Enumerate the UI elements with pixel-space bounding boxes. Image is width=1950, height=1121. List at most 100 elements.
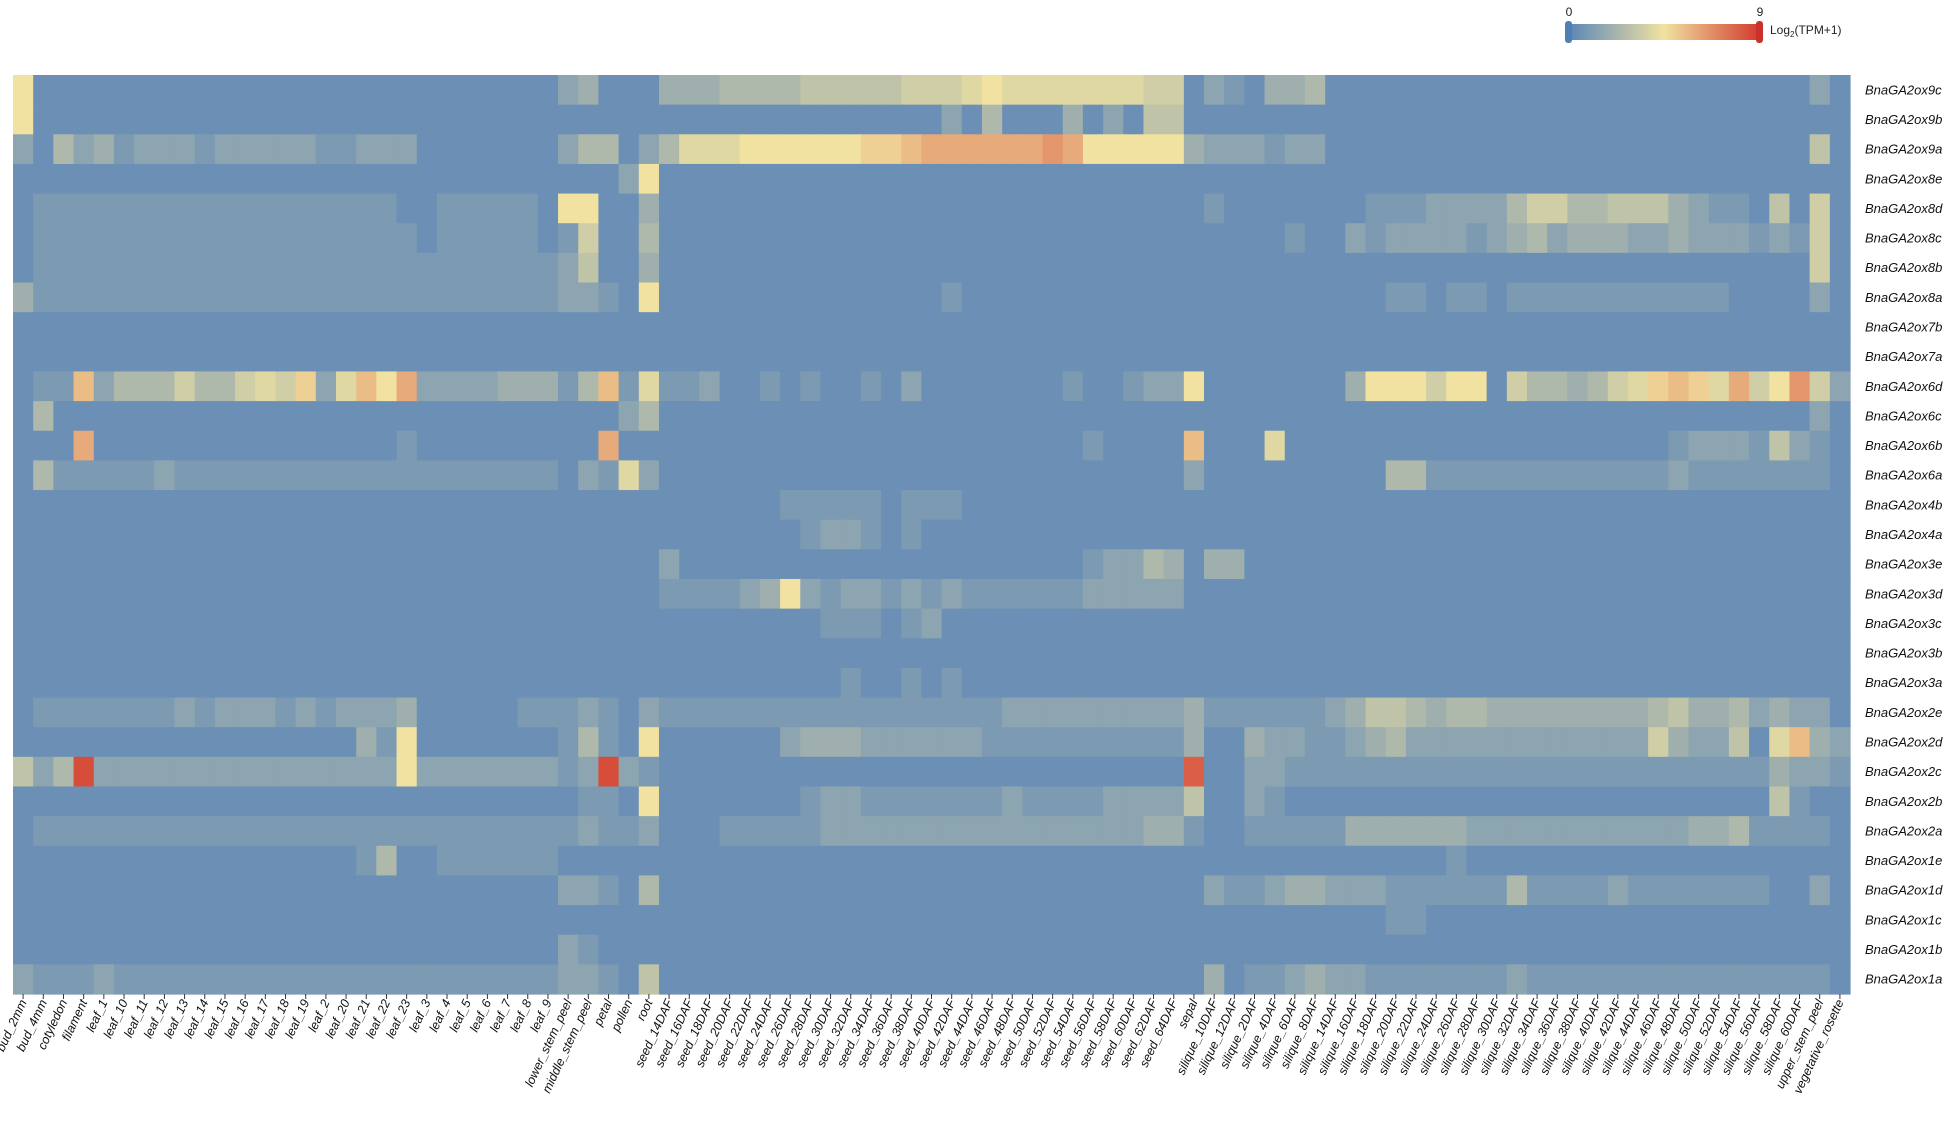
heatmap-cell	[1749, 341, 1770, 373]
heatmap-cell	[1405, 756, 1427, 788]
heatmap-cell	[840, 134, 862, 165]
heatmap-cell	[1042, 549, 1064, 580]
heatmap-cell	[1284, 845, 1306, 877]
heatmap-cell	[1183, 786, 1205, 817]
heatmap-cell	[961, 104, 983, 135]
heatmap-cell	[1567, 163, 1589, 195]
heatmap-cell	[1547, 223, 1568, 254]
heatmap-cell	[1809, 727, 1831, 758]
heatmap-cell	[1405, 905, 1427, 936]
heatmap-cell	[1022, 964, 1044, 995]
heatmap-cell	[214, 578, 236, 610]
heatmap-cell	[235, 341, 256, 373]
heatmap-cell	[1304, 104, 1326, 135]
heatmap-cell	[517, 816, 539, 847]
heatmap-cell	[1789, 252, 1811, 284]
heatmap-cell	[1325, 104, 1346, 135]
heatmap-cell	[315, 816, 337, 847]
heatmap-cell	[1668, 312, 1690, 343]
heatmap-cell	[658, 549, 680, 580]
heatmap-cell	[881, 282, 902, 313]
heatmap-cell	[1567, 727, 1589, 758]
heatmap-cell	[1123, 312, 1145, 343]
heatmap-cell	[901, 460, 923, 491]
heatmap-cell	[679, 578, 700, 610]
heatmap-cell	[1244, 697, 1266, 728]
heatmap-cell	[315, 727, 337, 758]
heatmap-cell	[1123, 371, 1145, 402]
heatmap-cell	[93, 401, 115, 432]
heatmap-cell	[1062, 252, 1084, 284]
heatmap-cell	[1224, 608, 1245, 639]
heatmap-cell	[1204, 519, 1225, 550]
heatmap-cell	[356, 638, 377, 669]
heatmap-cell	[1082, 371, 1104, 402]
heatmap-cell	[537, 371, 559, 402]
heatmap-cell	[901, 430, 923, 461]
heatmap-cell	[860, 223, 882, 254]
heatmap-cell	[1527, 312, 1548, 343]
heatmap-cell	[679, 667, 700, 699]
heatmap-cell	[1062, 312, 1084, 343]
heatmap-cell	[396, 786, 418, 817]
heatmap-cell	[1829, 549, 1851, 580]
heatmap-cell	[93, 667, 115, 699]
heatmap-cell	[1082, 964, 1104, 995]
heatmap-cell	[457, 667, 478, 699]
heatmap-cell	[1304, 75, 1326, 106]
heatmap-cell	[981, 312, 1003, 343]
heatmap-cell	[194, 875, 216, 906]
heatmap-cell	[73, 964, 95, 995]
heatmap-cell	[1829, 578, 1851, 610]
heatmap-cell	[1486, 905, 1508, 936]
heatmap-cell	[73, 727, 95, 758]
heatmap-cell	[1224, 371, 1245, 402]
heatmap-cell	[1506, 756, 1528, 788]
heatmap-cell	[275, 667, 297, 699]
heatmap-cell	[840, 638, 862, 669]
heatmap-cell	[174, 578, 196, 610]
heatmap-cell	[1123, 756, 1145, 788]
heatmap-cell	[1749, 638, 1770, 669]
heatmap-cell	[416, 549, 438, 580]
heatmap-cell	[1648, 252, 1669, 284]
heatmap-cell	[73, 697, 95, 728]
heatmap-cell	[295, 934, 317, 965]
legend-max-label: 9	[1757, 5, 1764, 19]
heatmap-cell	[1002, 697, 1023, 728]
heatmap-cell	[719, 163, 741, 195]
heatmap-cell	[1123, 608, 1145, 639]
heatmap-cell	[981, 75, 1003, 106]
heatmap-cell	[1607, 163, 1629, 195]
heatmap-cell	[416, 401, 438, 432]
heatmap-cell	[1304, 223, 1326, 254]
heatmap-cell	[53, 430, 75, 461]
heatmap-cell	[537, 75, 559, 106]
heatmap-cell	[174, 786, 196, 817]
heatmap-cell	[356, 519, 377, 550]
heatmap-cell	[1547, 163, 1568, 195]
heatmap-cell	[235, 845, 256, 877]
heatmap-cell	[1143, 667, 1165, 699]
heatmap-cell	[1304, 964, 1326, 995]
heatmap-cell	[1506, 549, 1528, 580]
heatmap-cell	[739, 312, 761, 343]
heatmap-cell	[1668, 845, 1690, 877]
heatmap-cell	[1426, 549, 1447, 580]
heatmap-cell	[1567, 223, 1589, 254]
heatmap-cell	[658, 578, 680, 610]
heatmap-cell	[860, 608, 882, 639]
heatmap-cell	[1426, 875, 1447, 906]
heatmap-cell	[1486, 490, 1508, 521]
heatmap-cell	[759, 163, 781, 195]
heatmap-cell	[1002, 252, 1023, 284]
heatmap-cell	[1708, 549, 1730, 580]
heatmap-cell	[1244, 282, 1266, 313]
heatmap-cell	[356, 223, 377, 254]
heatmap-cell	[154, 638, 176, 669]
heatmap-cell	[53, 193, 75, 224]
heatmap-cell	[1405, 667, 1427, 699]
heatmap-cell	[759, 519, 781, 550]
heatmap-cell	[1648, 875, 1669, 906]
heatmap-cell	[679, 905, 700, 936]
